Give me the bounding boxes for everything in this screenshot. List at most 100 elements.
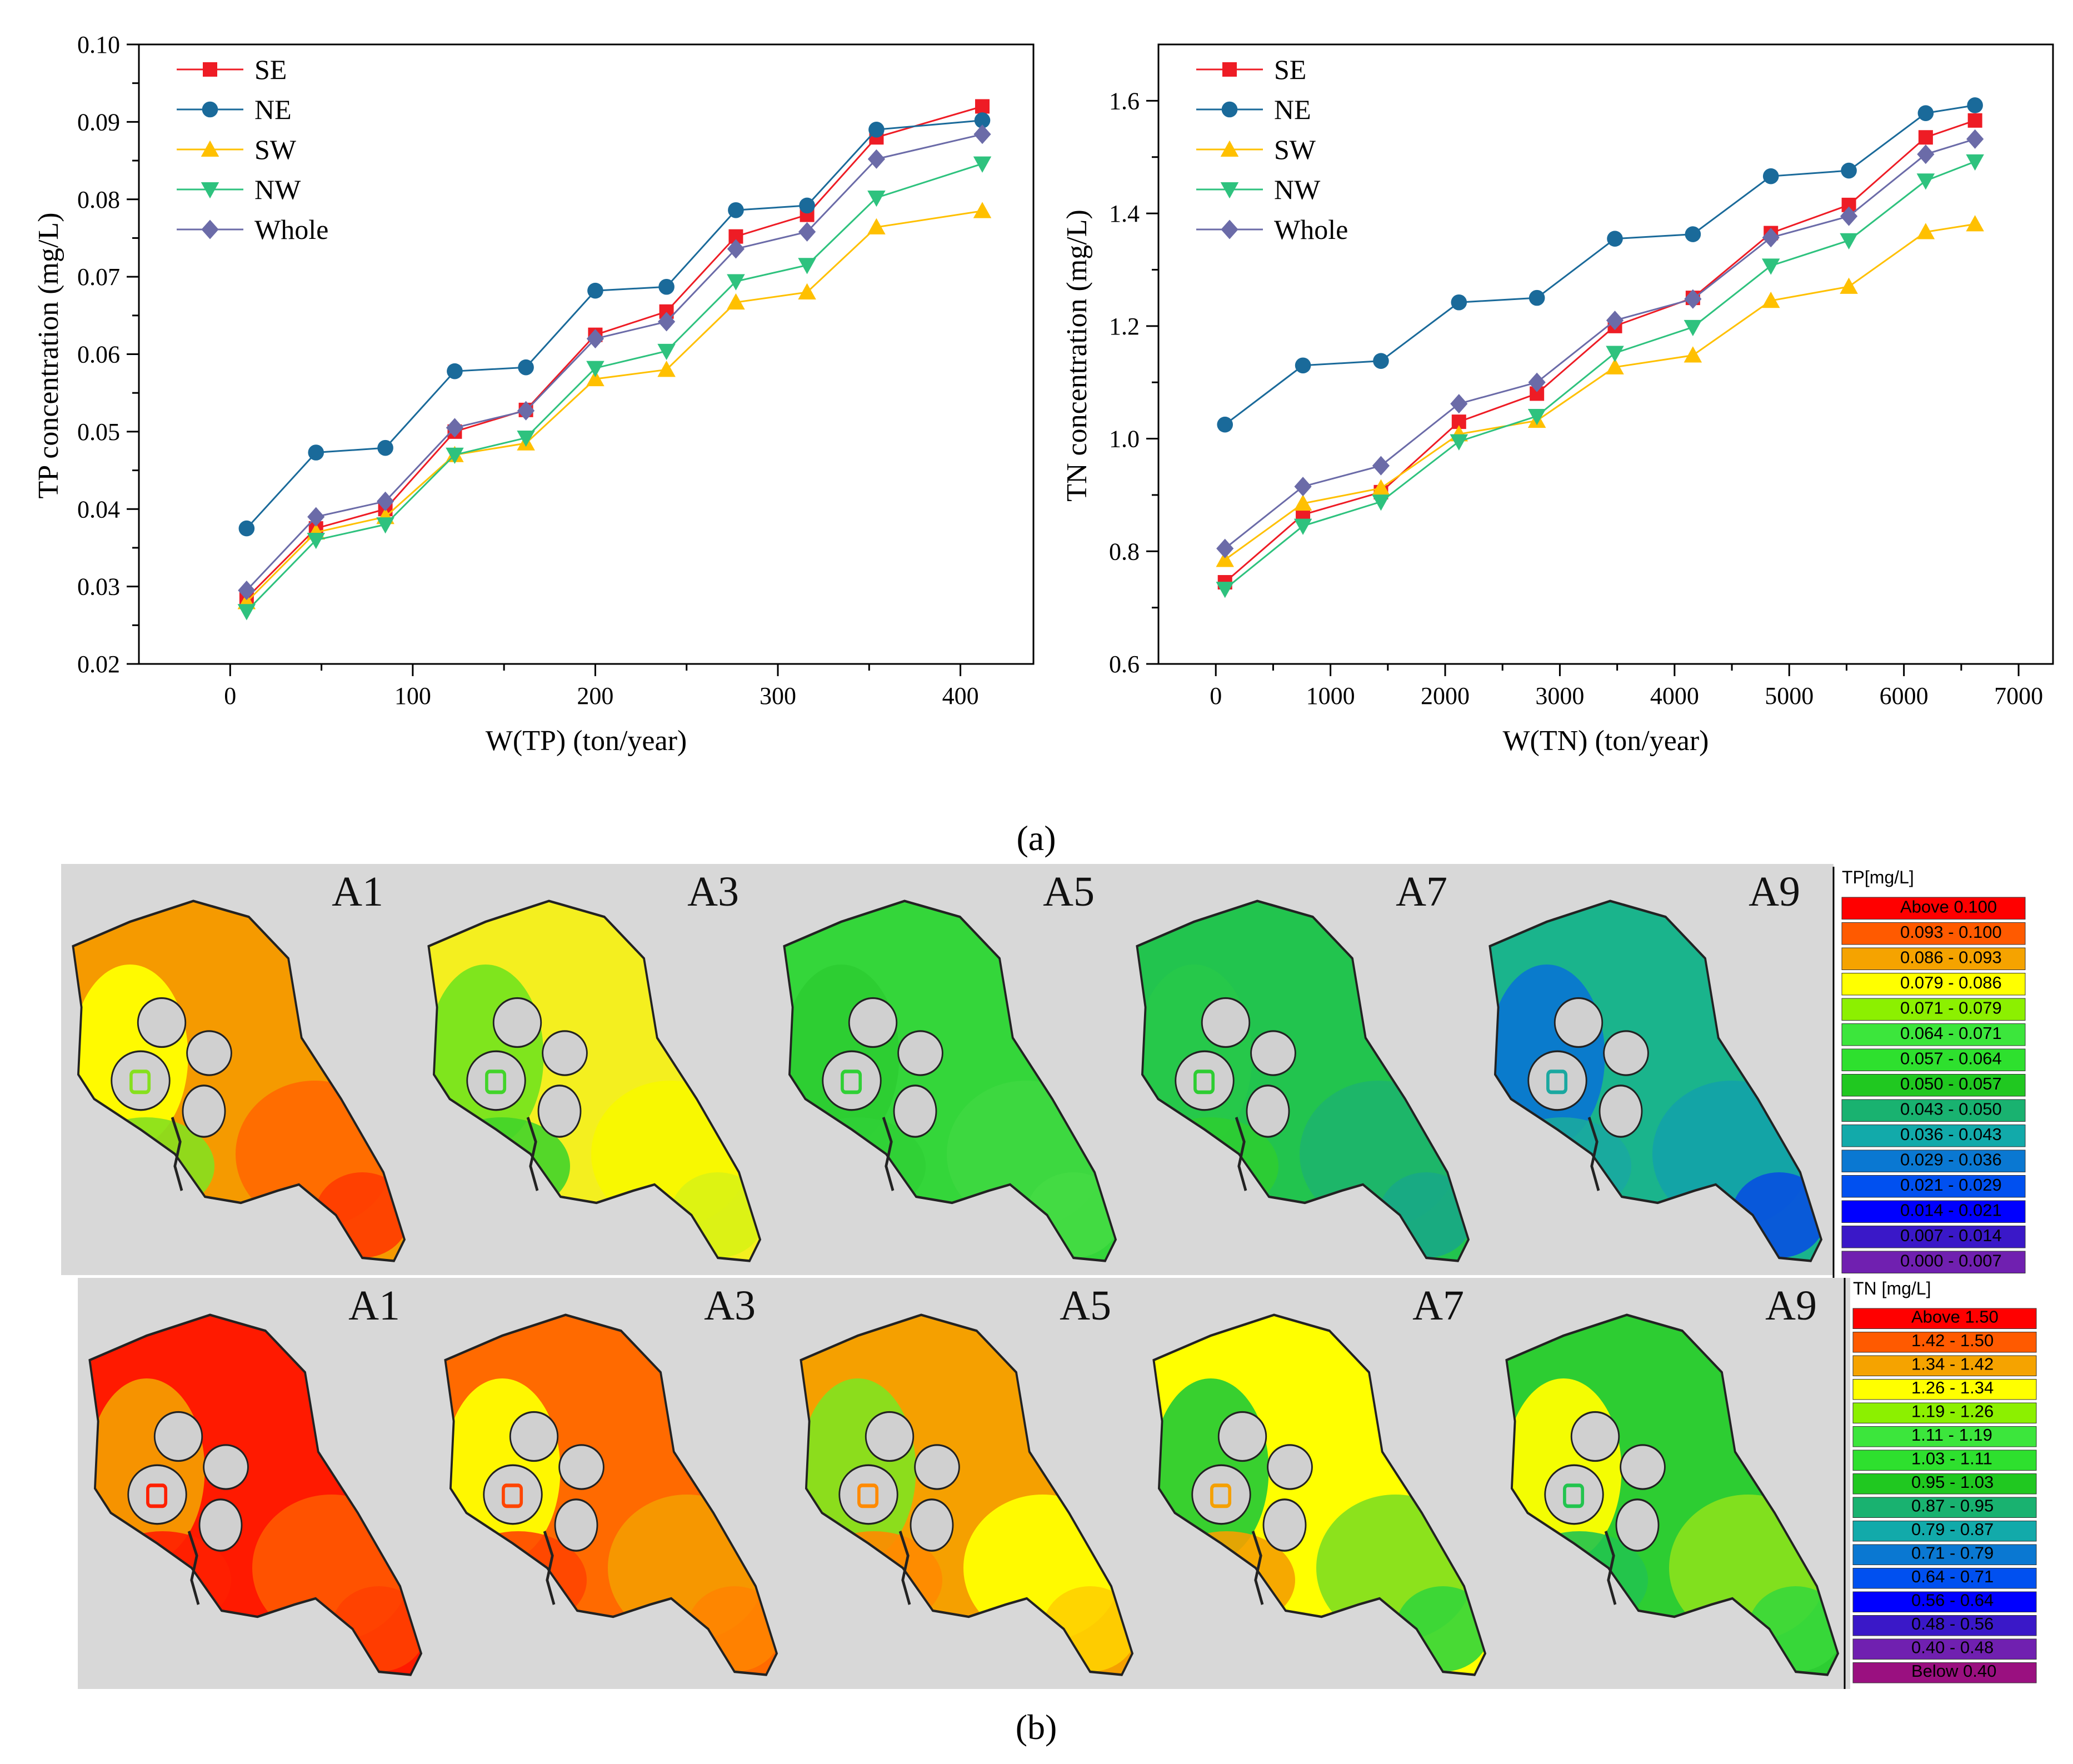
tn-point-nw <box>1527 409 1546 426</box>
island <box>1246 1085 1290 1138</box>
tp-point-ne <box>974 112 991 128</box>
tn-legend-label-ne: NE <box>1274 94 1311 125</box>
island-pond <box>1563 1483 1585 1508</box>
tp-point-nw <box>867 190 886 207</box>
tn-point-ne <box>1217 416 1233 433</box>
tp-legend-label-se: SE <box>254 54 287 85</box>
tn-point-ne <box>1451 294 1467 311</box>
tp-legend-label-whole: Whole <box>254 214 328 245</box>
tp-legend-marker-ne <box>202 101 218 118</box>
tp-point-ne <box>377 439 393 456</box>
colorbar-label: 0.71 - 0.79 <box>1911 1543 1994 1563</box>
colorbar-swatch <box>1841 922 2026 945</box>
colorbar-label: 0.079 - 0.086 <box>1900 973 2002 992</box>
tn-point-sw <box>1966 215 1984 232</box>
map-panel-bottom_row-3: A7 <box>1142 1278 1497 1689</box>
island <box>1262 1498 1307 1552</box>
tn-point-sw <box>1606 358 1624 374</box>
tn-y-axis-label: TN concentration (mg/L) <box>1061 209 1093 502</box>
map-scenario-label: A9 <box>1765 1282 1817 1329</box>
colorbar-label: 0.093 - 0.100 <box>1900 922 2002 942</box>
map-scenario-label: A7 <box>1412 1282 1464 1329</box>
tp-point-nw <box>973 156 992 173</box>
tp-point-sw <box>657 361 676 377</box>
colorbar-label: 0.050 - 0.057 <box>1900 1074 2002 1093</box>
tn-point-nw <box>1606 346 1624 362</box>
tn-legend: SE NE SW NW Whole <box>1196 54 1348 245</box>
colorbar-label: 0.79 - 0.87 <box>1911 1520 1994 1539</box>
island-pond <box>841 1070 862 1095</box>
x-tick-label: 7000 <box>1994 682 2043 709</box>
tn-point-nw <box>1450 434 1468 451</box>
island <box>186 1030 232 1076</box>
tp-point-nw <box>307 533 325 549</box>
colorbar-label: 1.42 - 1.50 <box>1911 1331 1994 1350</box>
island <box>492 997 542 1048</box>
tn-point-whole <box>1528 372 1546 392</box>
y-tick-label: 0.06 <box>77 341 120 368</box>
island-pond <box>129 1070 151 1095</box>
tp-point-nw <box>586 361 605 377</box>
tp-point-whole <box>973 124 991 144</box>
tn-point-whole <box>1684 289 1702 309</box>
tn-legend-marker-whole <box>1221 219 1238 239</box>
island <box>1570 1411 1620 1462</box>
island-pond <box>1210 1483 1232 1508</box>
tn-point-whole <box>1966 129 1984 149</box>
island-pond <box>857 1483 879 1508</box>
channel <box>526 1117 539 1191</box>
colorbar-swatch <box>1841 1200 2026 1223</box>
island <box>1603 1030 1649 1076</box>
colorbar-swatch <box>1841 998 2026 1021</box>
x-tick-label: 0 <box>1210 682 1222 709</box>
map-scenario-label: A7 <box>1396 868 1447 915</box>
island <box>1544 1464 1604 1525</box>
tn-point-whole <box>1294 477 1312 497</box>
colorbar-swatch <box>1841 1023 2026 1046</box>
colorbar-swatch <box>1852 1450 2037 1471</box>
tp-point-ne <box>238 520 255 537</box>
colorbar-swatch <box>1841 897 2026 920</box>
colorbar-label: 0.021 - 0.029 <box>1900 1175 2002 1195</box>
tp-point-ne <box>308 444 324 461</box>
tn-legend-label-se: SE <box>1274 54 1306 85</box>
colorbar-swatch <box>1852 1308 2037 1329</box>
colorbar-label: 1.19 - 1.26 <box>1911 1402 1994 1421</box>
tn-point-ne <box>1967 97 1983 113</box>
tp-point-whole <box>517 401 535 421</box>
map-scenario-label: A1 <box>348 1282 400 1329</box>
y-tick-label: 1.6 <box>1109 87 1140 114</box>
y-tick-label: 0.02 <box>77 651 120 678</box>
map-panel-bottom_row-4: A9 <box>1495 1278 1850 1689</box>
x-tick-label: 6000 <box>1880 682 1929 709</box>
colorbar-label: 0.043 - 0.050 <box>1900 1099 2002 1118</box>
tn-series-layer <box>1216 97 1984 598</box>
colorbar-label: Below 0.40 <box>1911 1661 1996 1681</box>
colorbar-swatch <box>1841 973 2026 996</box>
colorbar-label: 0.40 - 0.48 <box>1911 1638 1994 1657</box>
tn-legend-marker-nw <box>1220 182 1239 199</box>
island-pond <box>1193 1070 1215 1095</box>
tn-point-ne <box>1917 105 1934 121</box>
x-tick-label: 2000 <box>1421 682 1470 709</box>
y-tick-label: 0.8 <box>1109 538 1140 565</box>
colorbar-swatch <box>1852 1379 2037 1400</box>
panel-label-a: (a) <box>1016 818 1056 858</box>
colorbar-label: Above 0.100 <box>1900 897 1997 916</box>
island <box>1191 1464 1251 1525</box>
tn-plot-frame <box>1157 43 2054 665</box>
tp-point-nw <box>446 447 464 464</box>
tp-point-nw <box>376 517 394 534</box>
tp-point-nw <box>517 431 535 447</box>
tp-point-sw <box>586 369 605 387</box>
island <box>1175 1050 1235 1111</box>
tn-point-se <box>1918 130 1933 145</box>
island <box>914 1444 960 1490</box>
colorbar-swatch <box>1852 1591 2037 1612</box>
colorbar-swatch <box>1852 1497 2037 1518</box>
tp-point-whole <box>867 149 886 169</box>
tp-x-axis-label: W(TP) (ton/year) <box>486 725 687 757</box>
colorbar-label: 0.000 - 0.007 <box>1900 1251 2002 1270</box>
colorbar-label: 0.086 - 0.093 <box>1900 947 2002 967</box>
